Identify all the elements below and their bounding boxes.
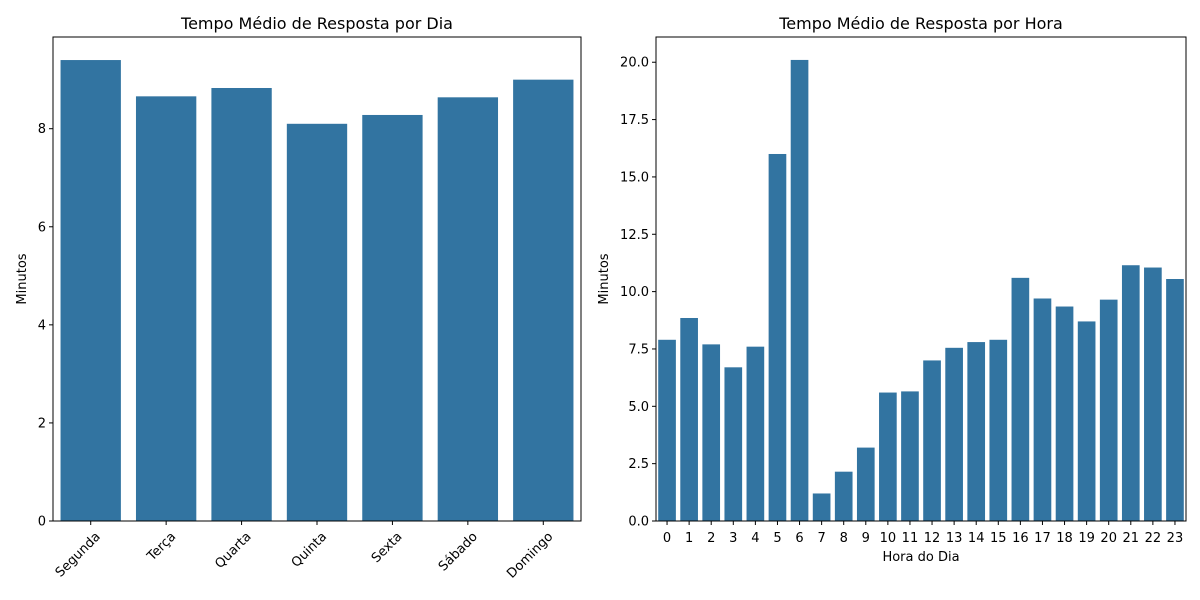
bar-hour-19 bbox=[1077, 321, 1096, 521]
x-tick-label-hour-0: 0 bbox=[663, 531, 671, 546]
chart-response-time-by-day: Tempo Médio de Resposta por Dia Minutos … bbox=[15, 14, 582, 582]
bar-hour-20 bbox=[1099, 299, 1118, 521]
x-tick-label-hour-16: 16 bbox=[1012, 531, 1029, 546]
bar-hour-21 bbox=[1121, 265, 1140, 521]
bar-hour-2 bbox=[702, 344, 721, 521]
x-tick-label-hour-11: 11 bbox=[902, 531, 919, 546]
x-tick-label-hour-17: 17 bbox=[1034, 531, 1051, 546]
x-tick-label-hour-20: 20 bbox=[1100, 531, 1117, 546]
x-tick-label-day-6: Domingo bbox=[504, 529, 556, 581]
bar-hour-0 bbox=[658, 339, 676, 521]
chart-title-day: Tempo Médio de Resposta por Dia bbox=[180, 14, 453, 33]
y-tick-label-hour-4: 10.0 bbox=[620, 285, 649, 300]
bar-hour-12 bbox=[923, 360, 941, 521]
y-tick-label-hour-5: 12.5 bbox=[620, 228, 649, 243]
x-tick-label-hour-10: 10 bbox=[880, 531, 897, 546]
y-tick-label-hour-1: 2.5 bbox=[628, 457, 649, 472]
x-tick-label-hour-15: 15 bbox=[990, 531, 1007, 546]
x-tick-label-hour-13: 13 bbox=[946, 531, 963, 546]
x-tick-label-hour-7: 7 bbox=[817, 531, 825, 546]
chart-title-hour: Tempo Médio de Resposta por Hora bbox=[778, 14, 1063, 33]
y-tick-label-hour-6: 15.0 bbox=[620, 170, 649, 185]
chart-response-time-by-hour: Tempo Médio de Resposta por Hora Minutos… bbox=[597, 14, 1187, 565]
x-tick-label-hour-8: 8 bbox=[840, 531, 848, 546]
y-axis-label-hour: Minutos bbox=[597, 253, 612, 304]
bar-hour-9 bbox=[856, 447, 875, 521]
x-tick-label-day-1: Terça bbox=[144, 529, 179, 564]
x-tick-label-hour-6: 6 bbox=[795, 531, 803, 546]
bars-day bbox=[60, 60, 574, 522]
x-ticks-hour: 0 1 2 3 4 5 6 7 8 9 10 11 12 13 14 15 16 17 18 19 20 21 22 23 bbox=[663, 521, 1183, 546]
bar-hour-5 bbox=[768, 153, 787, 521]
bar-hour-22 bbox=[1144, 267, 1162, 521]
x-tick-label-hour-3: 3 bbox=[729, 531, 737, 546]
x-tick-label-day-3: Quinta bbox=[289, 529, 330, 570]
x-tick-label-hour-21: 21 bbox=[1123, 531, 1140, 546]
plot-frame-day bbox=[52, 36, 582, 522]
bar-hour-6 bbox=[790, 59, 809, 522]
x-tick-label-hour-5: 5 bbox=[773, 531, 781, 546]
y-tick-label-hour-2: 5.0 bbox=[628, 400, 649, 415]
bar-day-1 bbox=[135, 96, 197, 521]
y-tick-label-hour-3: 7.5 bbox=[628, 342, 649, 357]
bar-hour-1 bbox=[680, 317, 698, 521]
bar-hour-13 bbox=[945, 347, 963, 521]
bar-day-6 bbox=[513, 79, 574, 522]
x-tick-label-hour-1: 1 bbox=[685, 531, 693, 546]
x-tick-label-day-2: Quarta bbox=[212, 529, 254, 571]
plot-frame-hour bbox=[655, 36, 1187, 522]
bar-day-3 bbox=[286, 123, 348, 521]
x-ticks-day: Segunda Terça Quarta Quinta Sexta Sábado Domin… bbox=[53, 521, 556, 582]
x-tick-label-hour-12: 12 bbox=[924, 531, 941, 546]
bar-day-0 bbox=[60, 60, 121, 522]
y-tick-label-day-2: 4 bbox=[38, 318, 46, 333]
y-tick-label-day-3: 6 bbox=[38, 220, 46, 235]
y-tick-label-hour-8: 20.0 bbox=[620, 56, 649, 71]
x-tick-label-hour-22: 22 bbox=[1145, 531, 1162, 546]
x-tick-label-day-0: Segunda bbox=[53, 529, 104, 580]
y-tick-label-day-4: 8 bbox=[38, 122, 46, 137]
y-tick-label-hour-0: 0.0 bbox=[628, 515, 649, 530]
bar-hour-17 bbox=[1033, 298, 1052, 521]
y-ticks-day: 0 2 4 6 8 bbox=[38, 122, 53, 530]
x-axis-label-hour: Hora do Dia bbox=[882, 550, 959, 565]
bar-hour-11 bbox=[901, 391, 919, 521]
bar-hour-23 bbox=[1166, 279, 1184, 521]
y-tick-label-day-0: 0 bbox=[38, 515, 46, 530]
bar-hour-15 bbox=[989, 339, 1008, 521]
x-tick-label-hour-18: 18 bbox=[1056, 531, 1073, 546]
bar-hour-8 bbox=[834, 471, 853, 521]
y-tick-label-day-1: 2 bbox=[38, 416, 46, 431]
bar-hour-14 bbox=[967, 342, 986, 521]
x-tick-label-hour-23: 23 bbox=[1167, 531, 1184, 546]
x-tick-label-hour-19: 19 bbox=[1078, 531, 1095, 546]
bar-hour-3 bbox=[724, 367, 743, 521]
x-tick-label-hour-14: 14 bbox=[968, 531, 985, 546]
bar-hour-18 bbox=[1055, 306, 1074, 521]
x-tick-label-hour-4: 4 bbox=[751, 531, 759, 546]
bars-hour bbox=[658, 59, 1184, 522]
bar-day-5 bbox=[437, 97, 499, 522]
x-tick-label-day-5: Sábado bbox=[436, 529, 481, 574]
y-tick-label-hour-7: 17.5 bbox=[620, 113, 649, 128]
x-tick-label-hour-9: 9 bbox=[862, 531, 870, 546]
bar-hour-10 bbox=[879, 392, 897, 521]
x-tick-label-hour-2: 2 bbox=[707, 531, 715, 546]
x-tick-label-day-4: Sexta bbox=[369, 529, 406, 566]
y-ticks-hour: 0.0 2.5 5.0 7.5 10.0 12.5 15.0 17.5 20.0 bbox=[620, 56, 656, 530]
y-axis-label-day: Minutos bbox=[15, 253, 30, 304]
bar-day-2 bbox=[211, 87, 272, 521]
bar-day-4 bbox=[362, 114, 423, 521]
bar-hour-4 bbox=[746, 346, 765, 521]
bar-hour-16 bbox=[1011, 277, 1030, 521]
bar-hour-7 bbox=[812, 493, 831, 521]
